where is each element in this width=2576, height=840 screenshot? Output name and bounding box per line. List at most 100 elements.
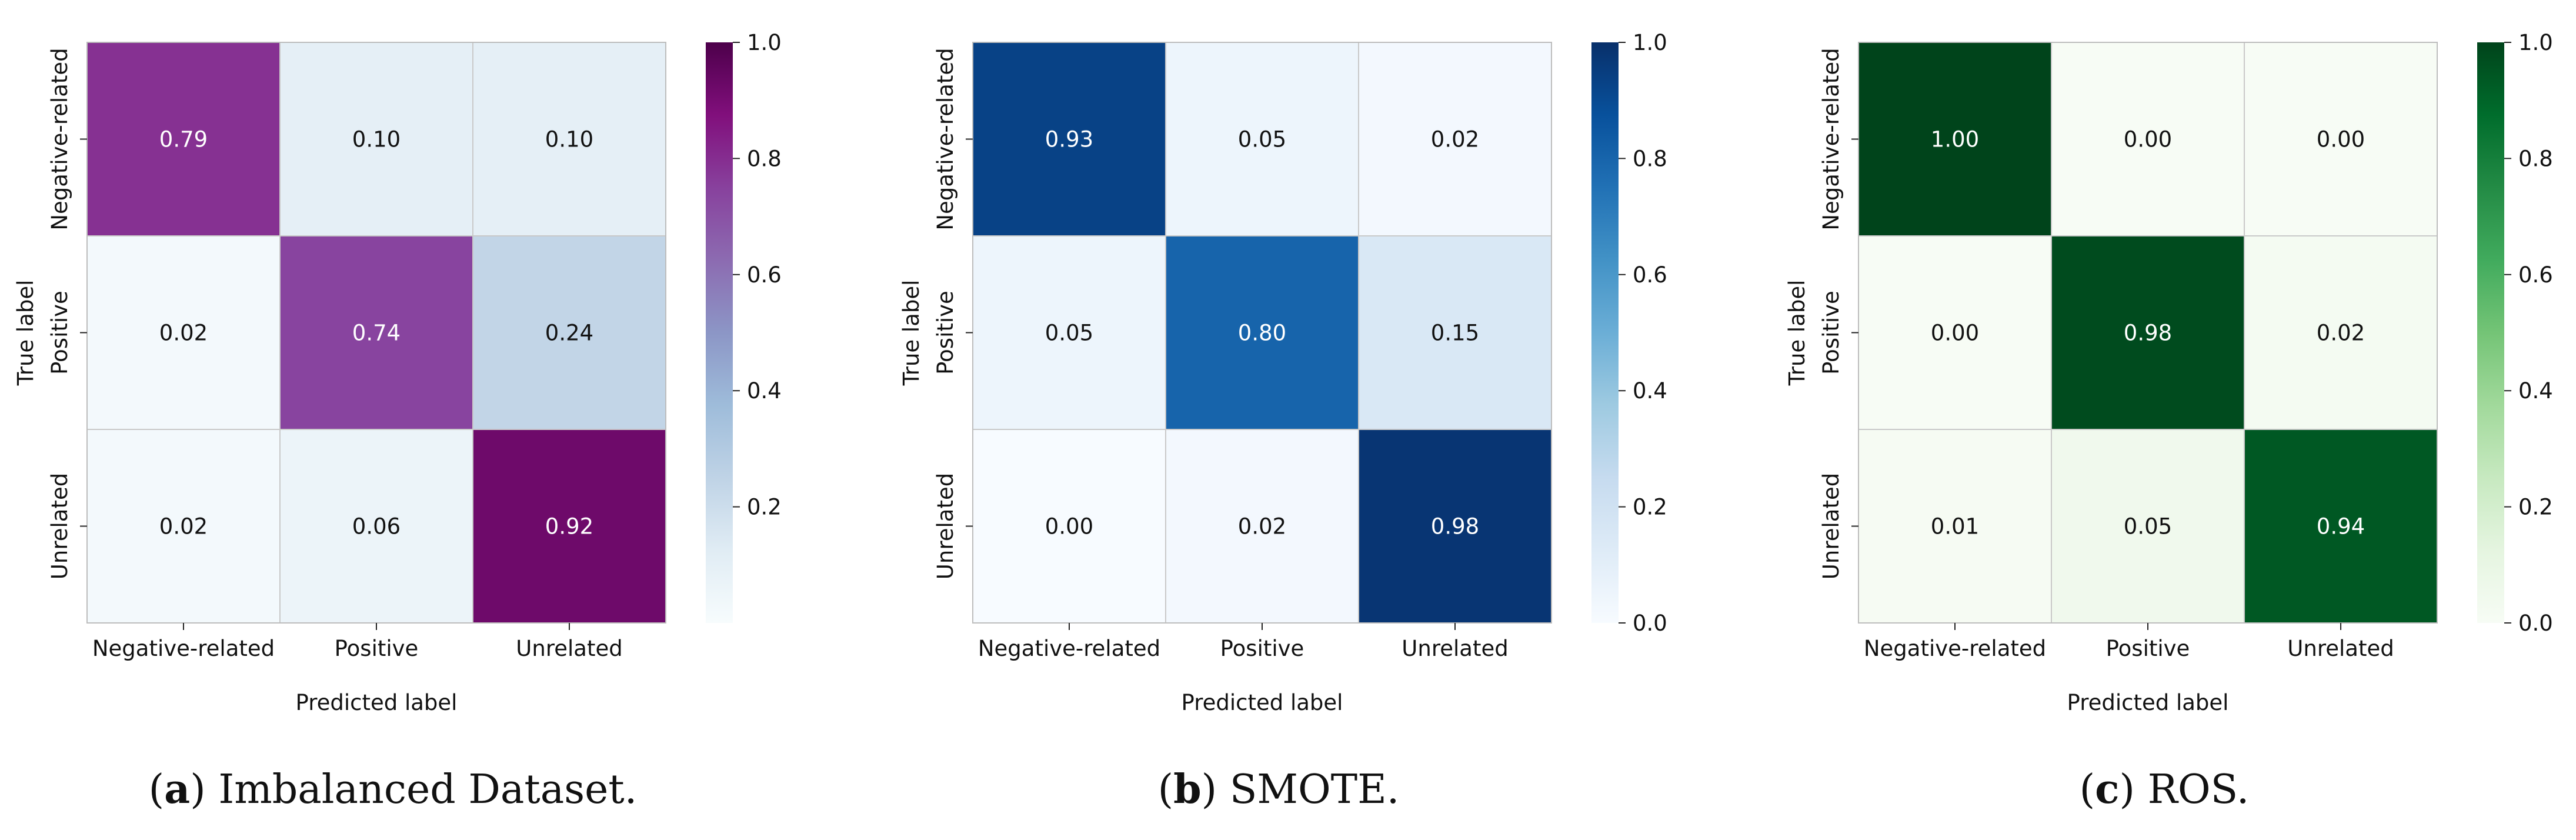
cell-value-label: 0.02 bbox=[2317, 321, 2365, 346]
y-axis-title: True label bbox=[899, 280, 924, 386]
panel-caption: (c) ROS. bbox=[2080, 766, 2250, 813]
x-tick-label: Unrelated bbox=[516, 636, 622, 661]
heatmap-cell bbox=[1165, 42, 1359, 236]
heatmap-cell bbox=[2051, 429, 2245, 624]
heatmap-cell bbox=[2244, 429, 2438, 624]
cell-value-label: 0.74 bbox=[352, 321, 401, 346]
cell-value-label: 0.98 bbox=[2124, 321, 2172, 346]
heatmap-cell bbox=[2244, 42, 2438, 236]
y-tick-label: Positive bbox=[47, 291, 72, 375]
colorbar-tick-label: 0.0 bbox=[1633, 611, 1667, 636]
x-axis-title: Predicted label bbox=[2067, 690, 2229, 715]
x-tick-label: Positive bbox=[1220, 636, 1304, 661]
cell-value-label: 0.15 bbox=[1431, 321, 1479, 346]
caption-text: ) Imbalanced Dataset. bbox=[190, 766, 637, 813]
heatmap-cell bbox=[2051, 42, 2245, 236]
colorbar-tick-label: 0.2 bbox=[1633, 495, 1667, 520]
colorbar-tick-label: 0.6 bbox=[2518, 262, 2553, 288]
colorbar-tick-label: 0.4 bbox=[747, 378, 782, 404]
y-tick-label: Unrelated bbox=[933, 473, 958, 579]
heatmap-cell bbox=[1358, 42, 1552, 236]
colorbar-tick-label: 1.0 bbox=[1633, 30, 1667, 55]
colorbar-tick-label: 0.6 bbox=[1633, 262, 1667, 288]
cell-value-label: 0.00 bbox=[2317, 127, 2365, 152]
heatmap-cell bbox=[279, 429, 473, 624]
cell-value-label: 0.00 bbox=[1931, 321, 1979, 346]
panel-b: 0.93 0.05 0.02 0.05 0.80 0.15 0.00 0.02 0.98 Nega… bbox=[899, 30, 1667, 813]
heatmap-cell bbox=[86, 235, 281, 430]
y-tick-label: Negative-related bbox=[933, 48, 958, 230]
caption-letter: c bbox=[2095, 766, 2119, 813]
heatmap-cell bbox=[1858, 235, 2052, 430]
colorbar-tick-label: 0.8 bbox=[747, 146, 782, 171]
cell-value-label: 0.00 bbox=[2124, 127, 2172, 152]
colorbar bbox=[706, 42, 733, 623]
colorbar-tick-label: 0.8 bbox=[2518, 146, 2553, 171]
cell-value-label: 0.93 bbox=[1045, 127, 1093, 152]
heatmap-cell bbox=[2244, 235, 2438, 430]
heatmap-cell bbox=[972, 429, 1166, 624]
cell-value-label: 0.10 bbox=[352, 127, 401, 152]
y-axis-title: True label bbox=[1784, 280, 1810, 386]
heatmap-cell bbox=[279, 235, 473, 430]
cell-value-label: 0.06 bbox=[352, 514, 401, 539]
y-tick-label: Positive bbox=[933, 291, 958, 375]
colorbar bbox=[2477, 42, 2504, 623]
colorbar-tick-label: 0.4 bbox=[2518, 378, 2553, 404]
cell-value-label: 0.79 bbox=[159, 127, 208, 152]
y-tick-label: Unrelated bbox=[47, 473, 72, 579]
x-tick-label: Negative-related bbox=[978, 636, 1160, 661]
x-tick-label: Unrelated bbox=[1402, 636, 1508, 661]
heatmap-cell bbox=[972, 42, 1166, 236]
x-tick-label: Negative-related bbox=[92, 636, 275, 661]
colorbar-tick-label: 0.2 bbox=[2518, 495, 2553, 520]
cell-value-label: 0.05 bbox=[1238, 127, 1286, 152]
colorbar-tick-label: 0.8 bbox=[1633, 146, 1667, 171]
caption-open-paren: ( bbox=[1158, 766, 1174, 813]
cell-value-label: 0.94 bbox=[2317, 514, 2365, 539]
heatmap-cell bbox=[972, 235, 1166, 430]
panel-caption: (a) Imbalanced Dataset. bbox=[149, 766, 638, 813]
x-tick-label: Positive bbox=[335, 636, 419, 661]
heatmap-cell bbox=[472, 235, 666, 430]
heatmap-cell bbox=[2051, 235, 2245, 430]
heatmap-cell bbox=[86, 42, 281, 236]
heatmap-cell bbox=[279, 42, 473, 236]
cell-value-label: 1.00 bbox=[1931, 127, 1979, 152]
y-tick-label: Negative-related bbox=[47, 48, 72, 230]
cell-value-label: 0.02 bbox=[1238, 514, 1286, 539]
colorbar-tick-label: 1.0 bbox=[747, 30, 782, 55]
colorbar-tick-label: 0.0 bbox=[2518, 611, 2553, 636]
y-axis-title: True label bbox=[13, 280, 38, 386]
colorbar bbox=[1591, 42, 1619, 623]
cell-value-label: 0.01 bbox=[1931, 514, 1979, 539]
caption-open-paren: ( bbox=[149, 766, 165, 813]
colorbar-tick-label: 0.2 bbox=[747, 495, 782, 520]
heatmap-cell bbox=[1858, 429, 2052, 624]
caption-open-paren: ( bbox=[2080, 766, 2095, 813]
y-tick-label: Positive bbox=[1818, 291, 1844, 375]
heatmap-cell bbox=[1358, 429, 1552, 624]
x-tick-label: Negative-related bbox=[1864, 636, 2046, 661]
x-axis-title: Predicted label bbox=[296, 690, 458, 715]
cell-value-label: 0.02 bbox=[159, 321, 208, 346]
y-tick-label: Unrelated bbox=[1818, 473, 1844, 579]
caption-letter: a bbox=[164, 766, 190, 813]
x-tick-label: Positive bbox=[2106, 636, 2190, 661]
colorbar-tick-label: 1.0 bbox=[2518, 30, 2553, 55]
panel-a: 0.79 0.10 0.10 0.02 0.74 0.24 0.02 0.06 0.92 Nega… bbox=[13, 30, 782, 813]
cell-value-label: 0.02 bbox=[159, 514, 208, 539]
cell-value-label: 0.05 bbox=[2124, 514, 2172, 539]
cell-value-label: 0.80 bbox=[1238, 321, 1286, 346]
cell-value-label: 0.05 bbox=[1045, 321, 1093, 346]
x-tick-label: Unrelated bbox=[2287, 636, 2394, 661]
cell-value-label: 0.00 bbox=[1045, 514, 1093, 539]
cell-value-label: 0.92 bbox=[545, 514, 593, 539]
caption-text: ) SMOTE. bbox=[1202, 766, 1400, 813]
panel-c: 1.00 0.00 0.00 0.00 0.98 0.02 0.01 0.05 0.94 Nega… bbox=[1784, 30, 2553, 813]
heatmap-cell bbox=[86, 429, 281, 624]
cell-value-label: 0.02 bbox=[1431, 127, 1479, 152]
y-tick-label: Negative-related bbox=[1818, 48, 1844, 230]
heatmap-cell bbox=[1165, 235, 1359, 430]
